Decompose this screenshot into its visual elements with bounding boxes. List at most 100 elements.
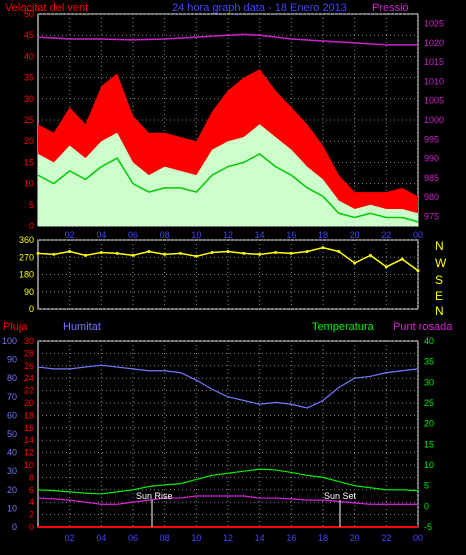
- pressure-y-tick-label: 985: [424, 173, 439, 183]
- direction-point: [194, 254, 198, 258]
- rain-y-tick-label: 20: [24, 398, 34, 408]
- rain-y-tick-label: 10: [24, 460, 34, 470]
- direction-point: [242, 251, 246, 255]
- direction-y-tick-label: 0: [29, 304, 34, 314]
- pressure-y-tick-label: 990: [424, 154, 439, 164]
- temperature-y-tick-label: 5: [424, 481, 429, 491]
- temperature-y-tick-label: 30: [424, 377, 434, 387]
- direction-letter-w: W: [435, 256, 447, 270]
- wind-x-tick-label: 10: [191, 230, 201, 240]
- direction-point: [99, 250, 103, 254]
- wind-y-tick-label: 10: [24, 179, 34, 189]
- direction-point: [36, 251, 40, 255]
- rain-y-tick-label: 14: [24, 435, 34, 445]
- pressure-y-tick-label: 980: [424, 192, 439, 202]
- humidity-y-tick-label: 0: [12, 522, 17, 532]
- pressure-y-tick-label: 975: [424, 211, 439, 221]
- direction-point: [52, 252, 56, 256]
- temperature-y-tick-label: 35: [424, 357, 434, 367]
- wind-y-tick-label: 50: [24, 9, 34, 19]
- rain-y-tick-label: 18: [24, 410, 34, 420]
- pressure-y-tick-label: 1005: [424, 96, 444, 106]
- wind-x-tick-label: 08: [160, 230, 170, 240]
- climate-x-tick-label: 06: [128, 533, 138, 543]
- direction-letters: N W S E N: [435, 239, 447, 318]
- humidity-y-tick-label: 70: [7, 392, 17, 402]
- direction-letter-n-top: N: [435, 239, 444, 253]
- wind-y-tick-label: 20: [24, 136, 34, 146]
- climate-x-tick-label: 10: [191, 533, 201, 543]
- humidity-y-tick-label: 30: [7, 466, 17, 476]
- rain-y-tick-label: 12: [24, 448, 34, 458]
- humidity-y-tick-label: 20: [7, 485, 17, 495]
- climate-x-tick-label: 16: [286, 533, 296, 543]
- climate-x-tick-label: 18: [318, 533, 328, 543]
- wind-x-tick-label: 22: [381, 230, 391, 240]
- wind-x-tick-label: 14: [255, 230, 265, 240]
- direction-point: [384, 265, 388, 269]
- humidity-y-tick-label: 80: [7, 373, 17, 383]
- climate-x-tick-label: 08: [160, 533, 170, 543]
- rain-y-tick-label: 30: [24, 336, 34, 346]
- wind-y-tick-label: 15: [24, 157, 34, 167]
- temperature-y-tick-label: 40: [424, 336, 434, 346]
- direction-point: [416, 269, 420, 273]
- rain-y-tick-label: 4: [29, 497, 34, 507]
- direction-letter-n-bottom: N: [435, 304, 444, 318]
- humidity-label: Humitat: [63, 321, 101, 333]
- direction-point: [68, 250, 72, 253]
- humidity-y-tick-label: 60: [7, 410, 17, 420]
- direction-point: [210, 250, 214, 254]
- wind-x-axis-labels: 02 04 06 08 10 12 14 16 18 20 22 00: [65, 230, 423, 240]
- wind-x-tick-label: 18: [318, 230, 328, 240]
- rain-y-tick-label: 22: [24, 386, 34, 396]
- direction-point: [305, 250, 309, 253]
- direction-point: [369, 253, 372, 257]
- chart-title: 24 hora graph data - 18 Enero 2013: [172, 2, 347, 14]
- temperature-y-tick-label: 15: [424, 439, 434, 449]
- temperature-line: [37, 468, 419, 495]
- rain-label: Pluja: [3, 321, 28, 333]
- temperature-y-tick-label: 25: [424, 398, 434, 408]
- rain-y-tick-label: 2: [29, 510, 34, 520]
- humidity-y-tick-label: 90: [7, 355, 17, 365]
- rain-y-tick-label: 16: [24, 423, 34, 433]
- pressure-line: [37, 33, 418, 46]
- direction-point: [179, 251, 182, 255]
- wind-x-tick-label: 02: [65, 230, 75, 240]
- rain-y-tick-label: 8: [29, 472, 34, 482]
- sunrise-label: Sun Rise: [136, 491, 173, 501]
- dewpoint-label: Punt rosada: [393, 321, 453, 333]
- wind-x-tick-label: 16: [286, 230, 296, 240]
- rain-y-tick-label: 24: [24, 373, 34, 383]
- direction-point: [84, 253, 87, 257]
- climate-x-tick-label: 02: [65, 533, 75, 543]
- pressure-y-tick-label: 1015: [424, 57, 444, 67]
- pressure-label: Pressió: [372, 2, 409, 14]
- direction-point: [400, 257, 404, 261]
- direction-point: [163, 252, 167, 256]
- direction-y-tick-label: 180: [19, 270, 34, 280]
- temperature-y-tick-label: 0: [424, 501, 429, 511]
- wind-x-tick-label: 04: [96, 230, 106, 240]
- wind-y-tick-label: 25: [24, 115, 34, 125]
- humidity-y-tick-label: 40: [7, 448, 17, 458]
- direction-point: [289, 251, 293, 255]
- pressure-y-tick-label: 1025: [424, 19, 444, 29]
- direction-y-tick-label: 90: [24, 287, 34, 297]
- climate-x-tick-label: 14: [255, 533, 265, 543]
- direction-y-tick-label: 360: [19, 235, 34, 245]
- rain-y-tick-label: 6: [29, 485, 34, 495]
- rain-y-tick-label: 0: [29, 522, 34, 532]
- direction-y-tick-label: 270: [19, 252, 34, 262]
- humidity-y-axis-labels: 0 10 20 30 40 50 60 70 80 90 100: [2, 336, 17, 532]
- temperature-y-axis-labels: -5 0 5 10 15 20 25 30 35 40: [424, 336, 434, 532]
- direction-point: [115, 251, 119, 255]
- direction-letter-s: S: [435, 273, 443, 287]
- climate-x-tick-label: 00: [413, 533, 423, 543]
- climate-x-tick-label: 22: [381, 533, 391, 543]
